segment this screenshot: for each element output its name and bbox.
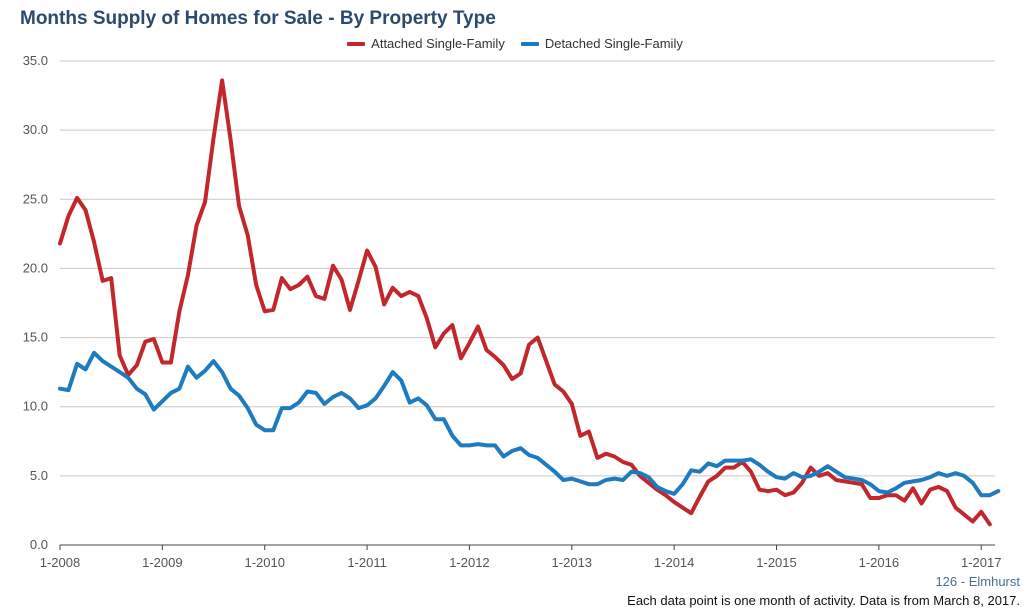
chart-title: Months Supply of Homes for Sale - By Pro…: [20, 8, 496, 29]
y-tick-label: 35.0: [23, 53, 48, 68]
series-line-detached: [58, 350, 1001, 498]
legend-label-attached: Attached Single-Family: [371, 36, 505, 51]
x-tick-label: 1-2011: [347, 555, 387, 570]
x-tick-label: 1-2009: [142, 555, 182, 570]
x-tick-label: 1-2012: [449, 555, 489, 570]
chart-legend: Attached Single-Family Detached Single-F…: [0, 36, 1030, 51]
legend-swatch-detached: [520, 41, 539, 46]
legend-item-detached[interactable]: Detached Single-Family: [520, 36, 683, 51]
legend-item-attached[interactable]: Attached Single-Family: [347, 36, 505, 51]
legend-swatch-attached: [347, 41, 366, 46]
series-line-attached: [58, 78, 992, 527]
x-tick-label: 1-2014: [654, 555, 694, 570]
y-tick-label: 5.0: [30, 468, 48, 483]
x-tick-label: 1-2017: [961, 555, 1001, 570]
x-tick-label: 1-2016: [859, 555, 899, 570]
y-tick-label: 0.0: [30, 537, 48, 552]
source-label: 126 - Elmhurst: [935, 574, 1020, 589]
footnote: Each data point is one month of activity…: [627, 593, 1020, 608]
y-tick-label: 30.0: [23, 122, 48, 137]
x-tick-label: 1-2008: [40, 555, 80, 570]
x-tick-label: 1-2015: [756, 555, 796, 570]
line-chart: 0.0 5.0 10.0 15.0 20.0 25.0 30.0 35.0 1-2008 1-20…: [23, 53, 1002, 570]
x-tick-label: 1-2010: [244, 555, 284, 570]
y-tick-label: 20.0: [23, 260, 48, 275]
y-tick-label: 15.0: [23, 330, 48, 345]
x-tick-label: 1-2013: [552, 555, 592, 570]
y-tick-label: 10.0: [23, 399, 48, 414]
y-tick-label: 25.0: [23, 191, 48, 206]
legend-label-detached: Detached Single-Family: [544, 36, 683, 51]
